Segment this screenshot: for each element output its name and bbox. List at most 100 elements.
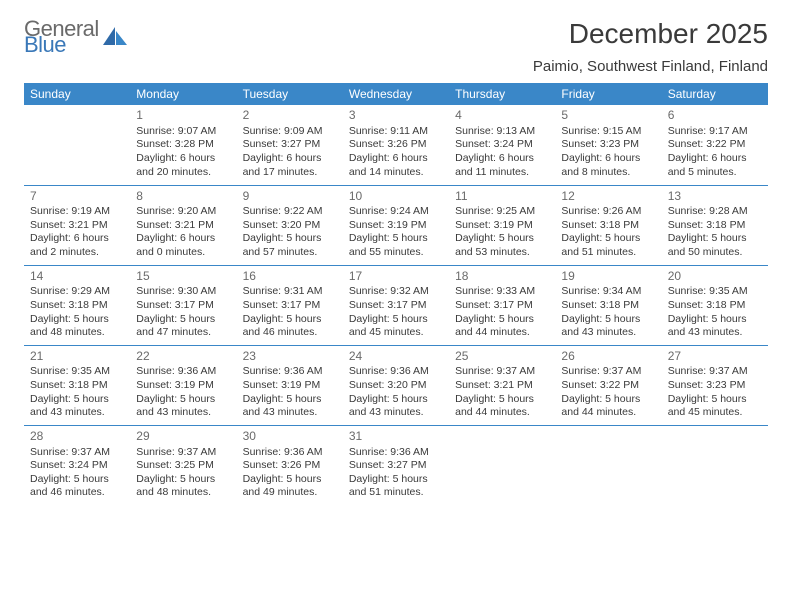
sunset-text: Sunset: 3:17 PM <box>136 299 230 313</box>
day-number: 23 <box>243 349 337 365</box>
calendar-cell: 5Sunrise: 9:15 AMSunset: 3:23 PMDaylight… <box>555 105 661 185</box>
calendar-week: 28Sunrise: 9:37 AMSunset: 3:24 PMDayligh… <box>24 425 768 505</box>
calendar-cell: 25Sunrise: 9:37 AMSunset: 3:21 PMDayligh… <box>449 345 555 425</box>
day-number: 26 <box>561 349 655 365</box>
day-text: Daylight: 5 hours and 43 minutes. <box>243 393 337 420</box>
calendar-head: SundayMondayTuesdayWednesdayThursdayFrid… <box>24 83 768 105</box>
sunrise-text: Sunrise: 9:33 AM <box>455 285 549 299</box>
day-text: Daylight: 6 hours and 11 minutes. <box>455 152 549 179</box>
calendar-cell: 16Sunrise: 9:31 AMSunset: 3:17 PMDayligh… <box>237 265 343 345</box>
day-text: Daylight: 5 hours and 45 minutes. <box>349 313 443 340</box>
sunset-text: Sunset: 3:23 PM <box>668 379 762 393</box>
sunset-text: Sunset: 3:27 PM <box>243 138 337 152</box>
sunset-text: Sunset: 3:20 PM <box>349 379 443 393</box>
calendar-cell <box>449 425 555 505</box>
calendar-cell <box>24 105 130 185</box>
calendar-cell: 17Sunrise: 9:32 AMSunset: 3:17 PMDayligh… <box>343 265 449 345</box>
day-number: 9 <box>243 189 337 205</box>
sunrise-text: Sunrise: 9:24 AM <box>349 205 443 219</box>
sunrise-text: Sunrise: 9:36 AM <box>243 365 337 379</box>
weekday-header: Monday <box>130 83 236 105</box>
sunset-text: Sunset: 3:18 PM <box>561 219 655 233</box>
day-number: 4 <box>455 108 549 124</box>
brand-logo: General Blue <box>24 18 129 56</box>
sunrise-text: Sunrise: 9:22 AM <box>243 205 337 219</box>
day-number: 30 <box>243 429 337 445</box>
sunset-text: Sunset: 3:21 PM <box>455 379 549 393</box>
day-number: 17 <box>349 269 443 285</box>
calendar-week: 21Sunrise: 9:35 AMSunset: 3:18 PMDayligh… <box>24 345 768 425</box>
calendar-cell <box>662 425 768 505</box>
sunrise-text: Sunrise: 9:30 AM <box>136 285 230 299</box>
calendar-cell: 12Sunrise: 9:26 AMSunset: 3:18 PMDayligh… <box>555 185 661 265</box>
day-number: 7 <box>30 189 124 205</box>
sunrise-text: Sunrise: 9:25 AM <box>455 205 549 219</box>
sunrise-text: Sunrise: 9:37 AM <box>668 365 762 379</box>
sunset-text: Sunset: 3:18 PM <box>561 299 655 313</box>
day-text: Daylight: 5 hours and 43 minutes. <box>136 393 230 420</box>
sunset-text: Sunset: 3:26 PM <box>349 138 443 152</box>
calendar-page: General Blue December 2025 Paimio, South… <box>0 0 792 523</box>
day-number: 1 <box>136 108 230 124</box>
day-number: 28 <box>30 429 124 445</box>
day-text: Daylight: 5 hours and 51 minutes. <box>349 473 443 500</box>
calendar-cell: 9Sunrise: 9:22 AMSunset: 3:20 PMDaylight… <box>237 185 343 265</box>
calendar-cell <box>555 425 661 505</box>
calendar-cell: 20Sunrise: 9:35 AMSunset: 3:18 PMDayligh… <box>662 265 768 345</box>
day-text: Daylight: 5 hours and 47 minutes. <box>136 313 230 340</box>
calendar-cell: 6Sunrise: 9:17 AMSunset: 3:22 PMDaylight… <box>662 105 768 185</box>
calendar-cell: 29Sunrise: 9:37 AMSunset: 3:25 PMDayligh… <box>130 425 236 505</box>
calendar-cell: 22Sunrise: 9:36 AMSunset: 3:19 PMDayligh… <box>130 345 236 425</box>
sunrise-text: Sunrise: 9:19 AM <box>30 205 124 219</box>
weekday-header: Sunday <box>24 83 130 105</box>
day-text: Daylight: 6 hours and 8 minutes. <box>561 152 655 179</box>
sunrise-text: Sunrise: 9:37 AM <box>136 446 230 460</box>
sunset-text: Sunset: 3:18 PM <box>30 299 124 313</box>
day-text: Daylight: 5 hours and 44 minutes. <box>455 393 549 420</box>
location-subtitle: Paimio, Southwest Finland, Finland <box>24 58 768 75</box>
day-text: Daylight: 5 hours and 49 minutes. <box>243 473 337 500</box>
sunrise-text: Sunrise: 9:11 AM <box>349 125 443 139</box>
sunset-text: Sunset: 3:19 PM <box>243 379 337 393</box>
sunset-text: Sunset: 3:28 PM <box>136 138 230 152</box>
calendar-cell: 4Sunrise: 9:13 AMSunset: 3:24 PMDaylight… <box>449 105 555 185</box>
day-number: 13 <box>668 189 762 205</box>
calendar-cell: 13Sunrise: 9:28 AMSunset: 3:18 PMDayligh… <box>662 185 768 265</box>
day-number: 8 <box>136 189 230 205</box>
calendar-cell: 27Sunrise: 9:37 AMSunset: 3:23 PMDayligh… <box>662 345 768 425</box>
sunrise-text: Sunrise: 9:32 AM <box>349 285 443 299</box>
day-text: Daylight: 5 hours and 46 minutes. <box>30 473 124 500</box>
sunset-text: Sunset: 3:26 PM <box>243 459 337 473</box>
day-number: 25 <box>455 349 549 365</box>
day-text: Daylight: 5 hours and 46 minutes. <box>243 313 337 340</box>
weekday-header: Wednesday <box>343 83 449 105</box>
sunrise-text: Sunrise: 9:36 AM <box>136 365 230 379</box>
weekday-header: Thursday <box>449 83 555 105</box>
sunset-text: Sunset: 3:19 PM <box>136 379 230 393</box>
calendar-cell: 28Sunrise: 9:37 AMSunset: 3:24 PMDayligh… <box>24 425 130 505</box>
day-text: Daylight: 5 hours and 55 minutes. <box>349 232 443 259</box>
day-text: Daylight: 6 hours and 17 minutes. <box>243 152 337 179</box>
day-text: Daylight: 5 hours and 43 minutes. <box>561 313 655 340</box>
weekday-header: Saturday <box>662 83 768 105</box>
calendar-cell: 23Sunrise: 9:36 AMSunset: 3:19 PMDayligh… <box>237 345 343 425</box>
sunrise-text: Sunrise: 9:09 AM <box>243 125 337 139</box>
sunset-text: Sunset: 3:20 PM <box>243 219 337 233</box>
day-number: 21 <box>30 349 124 365</box>
day-number: 18 <box>455 269 549 285</box>
day-number: 14 <box>30 269 124 285</box>
day-text: Daylight: 5 hours and 45 minutes. <box>668 393 762 420</box>
day-number: 5 <box>561 108 655 124</box>
day-number: 31 <box>349 429 443 445</box>
sunrise-text: Sunrise: 9:37 AM <box>455 365 549 379</box>
calendar-cell: 21Sunrise: 9:35 AMSunset: 3:18 PMDayligh… <box>24 345 130 425</box>
day-text: Daylight: 5 hours and 44 minutes. <box>561 393 655 420</box>
calendar-week: 1Sunrise: 9:07 AMSunset: 3:28 PMDaylight… <box>24 105 768 185</box>
sunrise-text: Sunrise: 9:37 AM <box>30 446 124 460</box>
brand-text: General Blue <box>24 18 99 56</box>
sunset-text: Sunset: 3:17 PM <box>349 299 443 313</box>
calendar-cell: 8Sunrise: 9:20 AMSunset: 3:21 PMDaylight… <box>130 185 236 265</box>
sunset-text: Sunset: 3:19 PM <box>349 219 443 233</box>
sunset-text: Sunset: 3:21 PM <box>30 219 124 233</box>
day-text: Daylight: 5 hours and 43 minutes. <box>30 393 124 420</box>
